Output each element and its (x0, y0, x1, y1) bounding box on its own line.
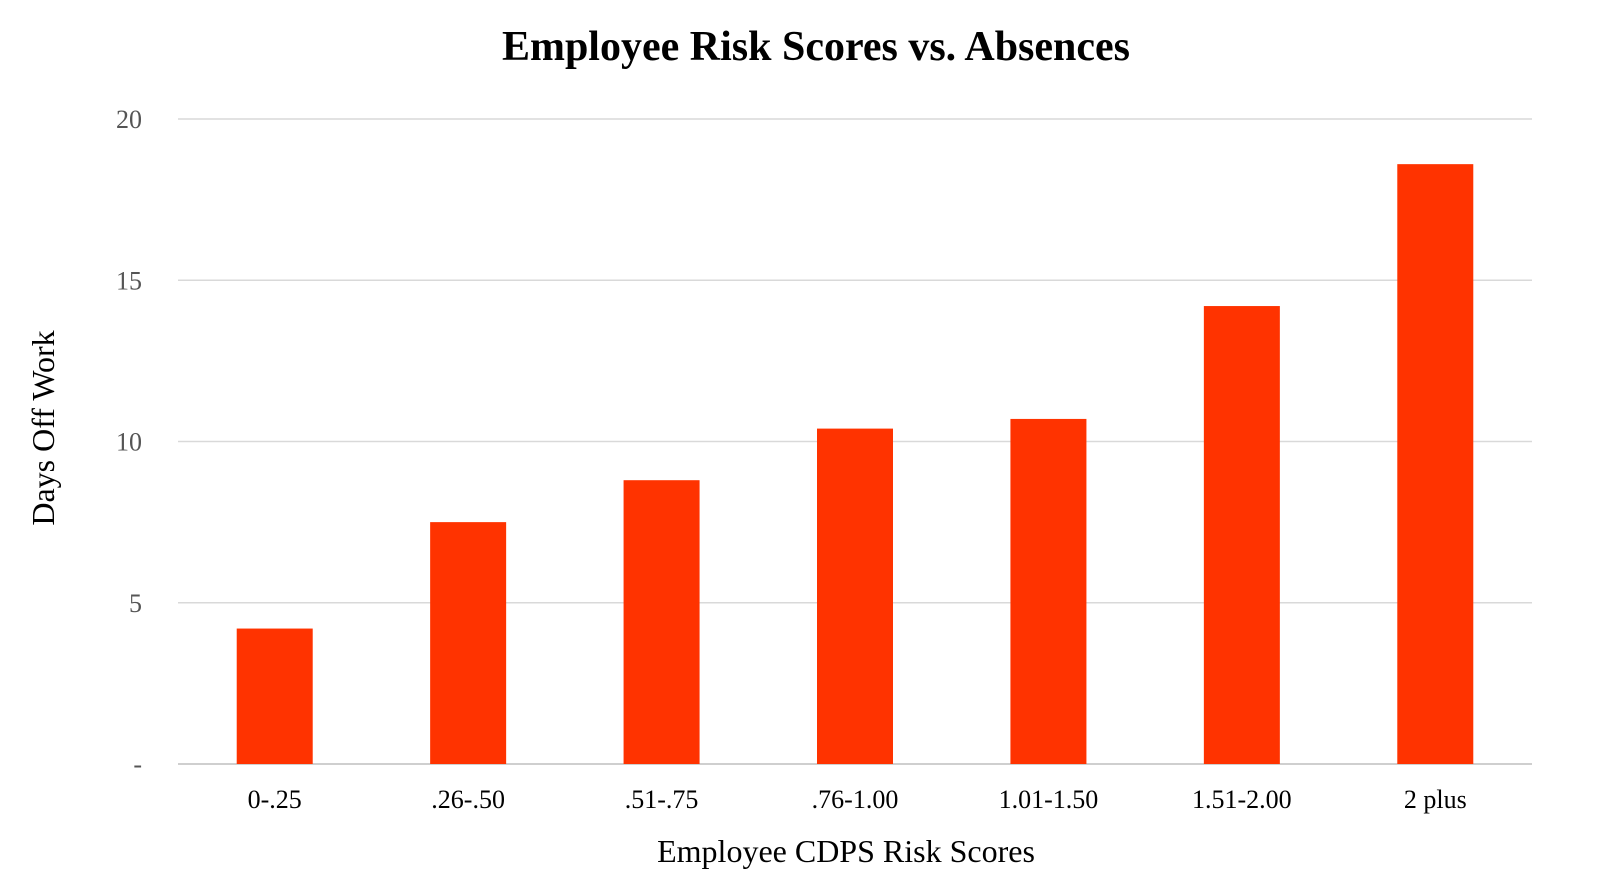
bar (430, 522, 507, 764)
bar (817, 428, 893, 764)
x-tick-label: .51-.75 (625, 785, 699, 814)
bar (623, 480, 700, 764)
x-tick-label: 1.51-2.00 (1192, 785, 1292, 814)
bar (1397, 164, 1474, 764)
y-tick-label: 5 (129, 589, 142, 618)
x-axis-ticks: 0-.25 .26-.50 .51-.75 .76-1.00 1.01-1.50 1.51… (248, 785, 1467, 814)
x-tick-label: .76-1.00 (812, 785, 899, 814)
bar (1203, 306, 1280, 764)
x-tick-label: 1.01-1.50 (999, 785, 1099, 814)
chart-title: Employee Risk Scores vs. Absences (502, 24, 1130, 70)
x-tick-label: .26-.50 (431, 785, 505, 814)
y-axis-title: Days Off Work (25, 330, 61, 525)
bars (236, 164, 1474, 764)
y-tick-label: - (133, 750, 142, 779)
y-tick-label: 20 (116, 105, 142, 134)
x-tick-label: 0-.25 (248, 785, 302, 814)
x-axis-title: Employee CDPS Risk Scores (657, 833, 1035, 869)
bar (236, 628, 313, 764)
y-axis-ticks: - 5 10 15 20 (116, 105, 142, 779)
x-tick-label: 2 plus (1404, 785, 1467, 814)
y-tick-label: 10 (116, 428, 142, 457)
y-tick-label: 15 (116, 266, 142, 295)
bar (1010, 418, 1087, 764)
